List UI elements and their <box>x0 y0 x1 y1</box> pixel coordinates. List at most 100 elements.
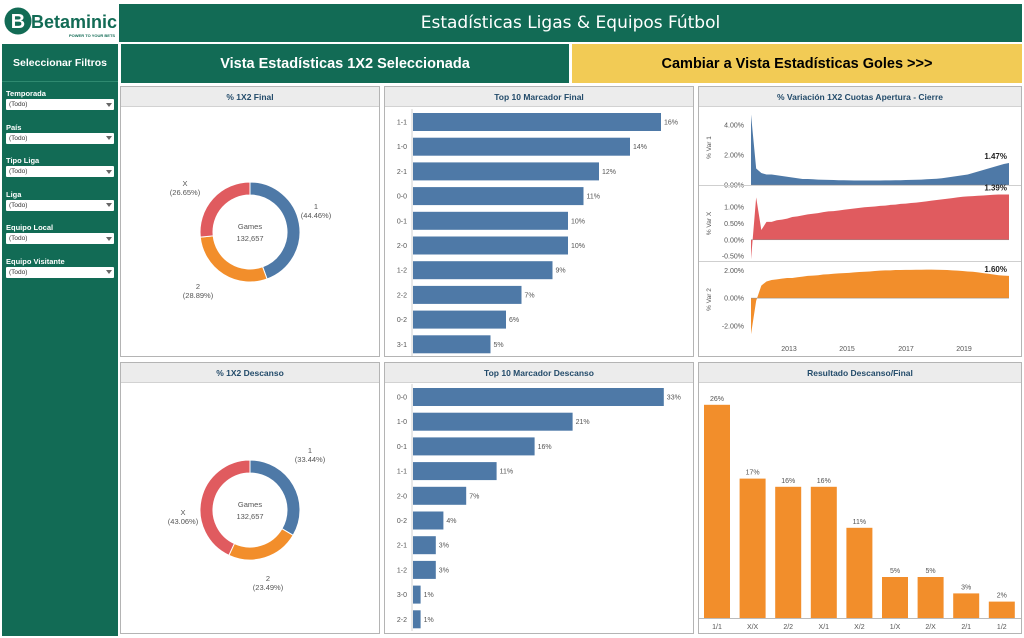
filter-equipo-local: Equipo Local (Todo) <box>6 220 114 254</box>
data-label: 11% <box>500 469 513 476</box>
category-label: 2/X <box>925 624 936 631</box>
bar <box>413 236 568 255</box>
data-label: 26% <box>710 396 724 403</box>
bar <box>413 462 497 481</box>
data-label: 3% <box>439 567 449 574</box>
category-label: 1-1 <box>397 469 407 476</box>
logo-graphic: B Betaminic POWER TO YOUR BETS <box>4 7 117 38</box>
column-chart-descanso-final[interactable]: 26% 1/1 17% X/X 16% 2/2 16% X/1 11% X/2 5% 1/X 5% 2/X… <box>699 384 1021 634</box>
data-label: 11% <box>587 194 601 201</box>
filter-sidebar: Seleccionar Filtros Temporada (Todo) Paí… <box>2 44 118 636</box>
switch-view-button[interactable]: Cambiar a Vista Estadísticas Goles >>> <box>572 44 1022 83</box>
current-view-tab: Vista Estadísticas 1X2 Seleccionada <box>121 44 569 83</box>
category-label: 0-1 <box>397 218 407 225</box>
column <box>988 601 1015 618</box>
temporada-dropdown[interactable]: (Todo) <box>6 99 114 110</box>
area-series <box>751 114 1009 185</box>
data-label: 16% <box>664 120 678 127</box>
bar <box>413 137 630 156</box>
category-label: 2-2 <box>397 292 407 299</box>
slice-percent: (33.44%) <box>295 455 326 464</box>
bar <box>413 162 599 181</box>
category-label: 0-0 <box>397 395 407 402</box>
y-tick-label: -2.00% <box>722 323 744 330</box>
category-label: X/1 <box>819 624 830 631</box>
filter-label: Equipo Local <box>6 223 54 232</box>
panel-1x2-descanso: % 1X2 Descanso 1 (33.44%) 2 (23.49%) X (43.06… <box>120 362 380 634</box>
betaminic-logo[interactable]: B Betaminic POWER TO YOUR BETS <box>2 2 118 42</box>
category-label: 2-0 <box>397 493 407 500</box>
liga-dropdown[interactable]: (Todo) <box>6 199 114 211</box>
dropdown-value: (Todo) <box>9 201 28 209</box>
bar <box>413 261 553 280</box>
filter-liga: Liga (Todo) <box>6 187 114 221</box>
data-label: 17% <box>746 470 760 477</box>
equipo-local-dropdown[interactable]: (Todo) <box>6 233 114 244</box>
slice-label: 1 <box>314 202 318 211</box>
donut-chart-1x2-final[interactable]: 1(44.46%) 2(28.89%) X(26.65%) Games 132,657 <box>121 108 379 357</box>
dropdown-value: (Todo) <box>9 101 28 108</box>
y-tick-label: 4.00% <box>724 123 744 130</box>
dropdown-value: (Todo) <box>9 268 28 276</box>
data-label: 10% <box>571 218 585 225</box>
data-label: 14% <box>633 144 647 151</box>
logo-text: Betaminic <box>31 12 117 32</box>
bar-chart-top10-descanso[interactable]: 0-0 33% 1-0 21% 0-1 16% 1-1 11% 2-0 7% 0-2 4% 2-1 3% 1… <box>385 384 693 634</box>
slice-percent: (23.49%) <box>253 583 284 592</box>
donut-chart-1x2-descanso[interactable]: 1(33.44%) 2(23.49%) X(43.06%) Games 132,657 <box>121 384 379 634</box>
column <box>917 577 944 618</box>
data-label: 3% <box>961 584 971 591</box>
data-label: 5% <box>890 568 900 575</box>
category-label: 1/X <box>890 624 901 631</box>
panel-title: Resultado Descanso/Final <box>699 363 1021 383</box>
column <box>882 577 908 618</box>
dropdown-value: (Todo) <box>9 168 28 175</box>
bar-chart-top10-final[interactable]: 1-1 16% 1-0 14% 2-1 12% 0-0 11% 0-1 10% 2-0 10% 1-2 9… <box>385 108 693 357</box>
tipo-liga-dropdown[interactable]: (Todo) <box>6 166 114 177</box>
dropdown-value: (Todo) <box>9 134 28 142</box>
y-tick-label: 0.00% <box>724 237 744 244</box>
data-label: 16% <box>781 478 795 485</box>
filter-label: Tipo Liga <box>6 156 40 165</box>
filter-temporada: Temporada (Todo) <box>6 86 114 120</box>
data-label: 21% <box>576 419 590 426</box>
column <box>775 486 802 618</box>
area-chart-odds-variation[interactable]: 4.00% 2.00% 0.00% % Var 1 1.47% 1.00% 0.50% 0.0… <box>699 108 1021 357</box>
y-tick-label: 2.00% <box>724 153 744 160</box>
equipo-visitante-dropdown[interactable]: (Todo) <box>6 266 114 278</box>
data-label: 3% <box>439 543 449 550</box>
svg-text:B: B <box>11 11 25 33</box>
bar <box>413 388 664 406</box>
donut-center-label: Games <box>238 500 262 509</box>
column <box>810 486 837 618</box>
data-label: 16% <box>538 444 552 451</box>
panel-odds-variation: % Variación 1X2 Cuotas Apertura - Cierre… <box>698 86 1022 357</box>
area-series <box>751 269 1009 335</box>
bar <box>413 335 491 354</box>
data-label: 7% <box>525 292 535 299</box>
bar <box>413 536 436 555</box>
end-value-label: 1.47% <box>984 152 1007 161</box>
slice-percent: (43.06%) <box>168 517 199 526</box>
dropdown-value: (Todo) <box>9 235 28 242</box>
donut-slice-x <box>199 181 251 238</box>
category-label: 0-2 <box>397 317 407 324</box>
slice-label: 2 <box>196 282 200 291</box>
y-tick-label: -0.50% <box>722 254 744 261</box>
slice-label: X <box>182 179 187 188</box>
donut-center-value: 132,657 <box>236 512 263 521</box>
category-label: 0-0 <box>397 194 407 201</box>
data-label: 4% <box>446 518 456 525</box>
slice-percent: (26.65%) <box>170 188 201 197</box>
category-label: 1/1 <box>712 624 722 631</box>
donut-center-label: Games <box>238 222 262 231</box>
category-label: 2-0 <box>397 243 407 250</box>
x-tick-label: 2017 <box>898 346 914 353</box>
dashboard-title: Estadísticas Ligas & Equipos Fútbol <box>119 4 1022 42</box>
data-label: 12% <box>602 169 616 176</box>
column <box>846 527 873 618</box>
category-label: 1-2 <box>397 567 407 574</box>
pais-dropdown[interactable]: (Todo) <box>6 132 114 144</box>
panel-1x2-final: % 1X2 Final 1 (44.46%) 2 (28.89%) X (26.65%) G… <box>120 86 380 357</box>
y-axis-label: % Var X <box>706 211 713 235</box>
